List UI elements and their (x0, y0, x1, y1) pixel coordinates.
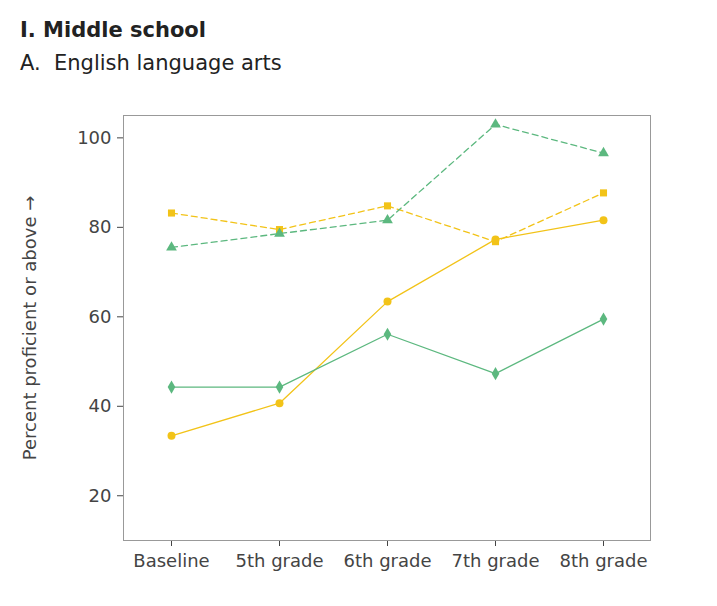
svg-text:5th grade: 5th grade (236, 550, 324, 571)
svg-text:Percent proficient or above →: Percent proficient or above → (19, 196, 40, 461)
svg-text:80: 80 (89, 216, 112, 237)
svg-text:40: 40 (89, 395, 112, 416)
html-text:I. Middle school: I. Middle school (20, 18, 206, 42)
svg-text:60: 60 (89, 306, 112, 327)
html-text:A. English language arts: A. English language arts (20, 51, 282, 75)
svg-text:8th grade: 8th grade (560, 550, 648, 571)
svg-text:Baseline: Baseline (133, 550, 209, 571)
svg-text:6th grade: 6th grade (344, 550, 432, 571)
svg-text:20: 20 (89, 485, 112, 506)
svg-text:100: 100 (77, 127, 111, 148)
svg-text:7th grade: 7th grade (452, 550, 540, 571)
